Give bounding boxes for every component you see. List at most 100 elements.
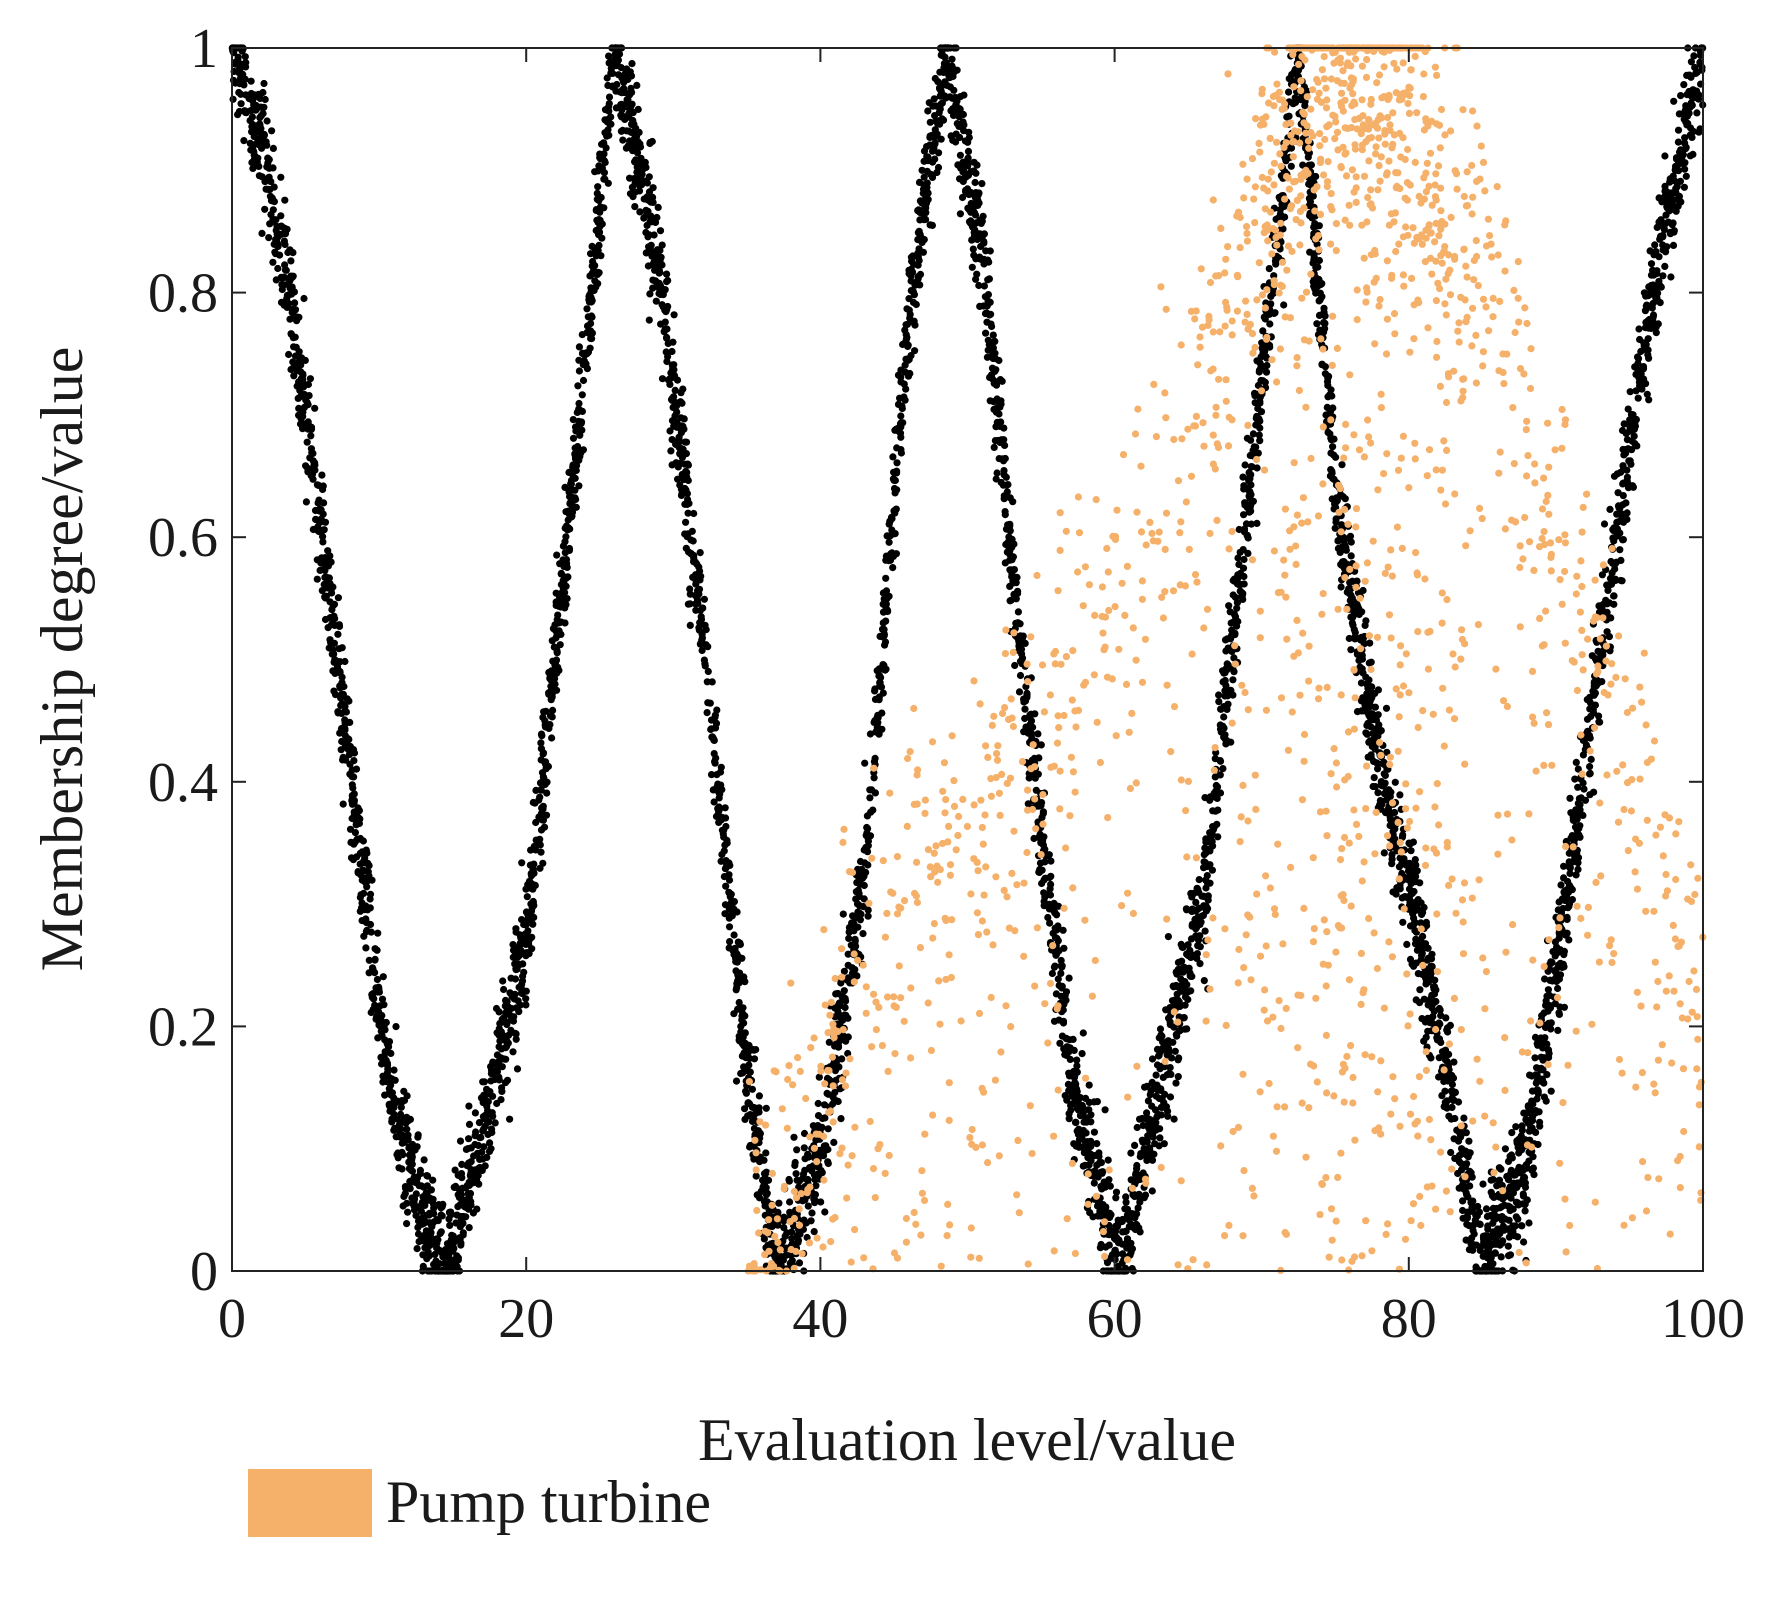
black-point <box>1148 1187 1156 1195</box>
black-point <box>1193 906 1201 914</box>
black-point <box>792 1170 800 1178</box>
black-point <box>1596 718 1604 726</box>
black-point <box>1321 319 1329 327</box>
black-point <box>1187 987 1195 995</box>
black-point <box>591 168 599 176</box>
black-point <box>721 901 730 909</box>
black-point <box>248 113 256 121</box>
black-point <box>1001 454 1009 463</box>
black-point <box>836 1020 844 1028</box>
black-point <box>1572 871 1580 879</box>
black-point <box>926 221 934 229</box>
black-point <box>1531 1054 1539 1062</box>
black-point <box>1186 946 1194 955</box>
black-point <box>1166 1064 1174 1072</box>
black-point <box>1057 956 1065 965</box>
black-point <box>888 549 896 557</box>
black-point <box>1682 104 1690 112</box>
black-point <box>1588 652 1596 660</box>
black-point <box>1240 485 1248 493</box>
black-point <box>871 687 879 695</box>
black-point <box>666 375 674 383</box>
black-point <box>1526 1071 1534 1079</box>
black-point <box>520 968 528 976</box>
black-point <box>1067 1101 1075 1109</box>
black-point <box>1225 602 1233 610</box>
black-point <box>1412 996 1420 1004</box>
black-point <box>1435 1073 1443 1081</box>
black-point <box>755 1092 764 1100</box>
black-point <box>1659 272 1667 280</box>
black-point <box>1320 308 1328 316</box>
black-point <box>1090 1179 1098 1187</box>
black-point <box>561 538 569 546</box>
black-point <box>612 104 621 112</box>
black-point <box>286 315 294 323</box>
black-point <box>790 1133 798 1141</box>
black-point <box>1450 1135 1458 1143</box>
black-point <box>860 895 868 903</box>
black-point <box>383 1061 392 1069</box>
black-point <box>578 391 586 399</box>
black-point <box>856 880 864 888</box>
black-point <box>1348 619 1356 627</box>
black-point <box>928 147 937 155</box>
black-point <box>319 533 327 541</box>
black-point <box>659 303 667 311</box>
black-point <box>820 1101 829 1109</box>
black-point <box>1172 1079 1180 1087</box>
black-point <box>1565 849 1573 857</box>
black-point <box>431 1250 439 1259</box>
black-point <box>984 336 992 344</box>
black-point <box>390 1126 398 1134</box>
black-point <box>838 1055 846 1063</box>
black-point <box>1628 437 1636 445</box>
black-point <box>601 116 609 124</box>
black-point <box>498 1018 506 1026</box>
black-point <box>682 518 690 526</box>
black-point <box>1000 467 1008 475</box>
black-point <box>737 1069 745 1078</box>
black-point <box>454 1191 462 1199</box>
black-point <box>1367 658 1375 666</box>
black-point <box>1443 1026 1451 1034</box>
black-point <box>666 380 674 388</box>
black-point <box>330 639 338 647</box>
black-point <box>1523 1109 1531 1117</box>
black-point <box>977 242 985 251</box>
black-point <box>1460 1114 1468 1122</box>
black-point <box>1617 576 1625 585</box>
black-point <box>817 1198 825 1206</box>
black-point <box>1050 899 1058 908</box>
black-point <box>645 173 653 181</box>
black-point <box>721 804 729 812</box>
black-point <box>1563 915 1571 924</box>
black-point <box>1197 918 1205 926</box>
black-point <box>698 646 706 655</box>
black-point <box>1091 1168 1099 1176</box>
black-point <box>1674 138 1682 146</box>
black-point <box>882 574 890 582</box>
black-point <box>456 1137 465 1145</box>
black-point <box>421 1201 429 1209</box>
black-point <box>1162 1006 1170 1014</box>
black-point <box>1247 463 1255 471</box>
black-point <box>1247 436 1255 444</box>
black-point <box>1518 1126 1526 1134</box>
black-point <box>299 412 307 420</box>
black-point <box>984 346 992 354</box>
black-point <box>949 136 957 144</box>
black-point <box>704 643 712 651</box>
black-point <box>1469 1246 1477 1254</box>
black-point <box>1504 1242 1512 1250</box>
black-point <box>1456 1130 1464 1138</box>
black-point <box>507 974 515 982</box>
black-point <box>1031 710 1039 718</box>
black-point <box>1416 986 1424 994</box>
black-point <box>1062 988 1071 996</box>
black-point <box>486 1139 494 1147</box>
black-point <box>1555 930 1564 938</box>
black-point <box>720 833 728 841</box>
black-point <box>457 1221 465 1229</box>
black-point <box>1557 881 1565 889</box>
